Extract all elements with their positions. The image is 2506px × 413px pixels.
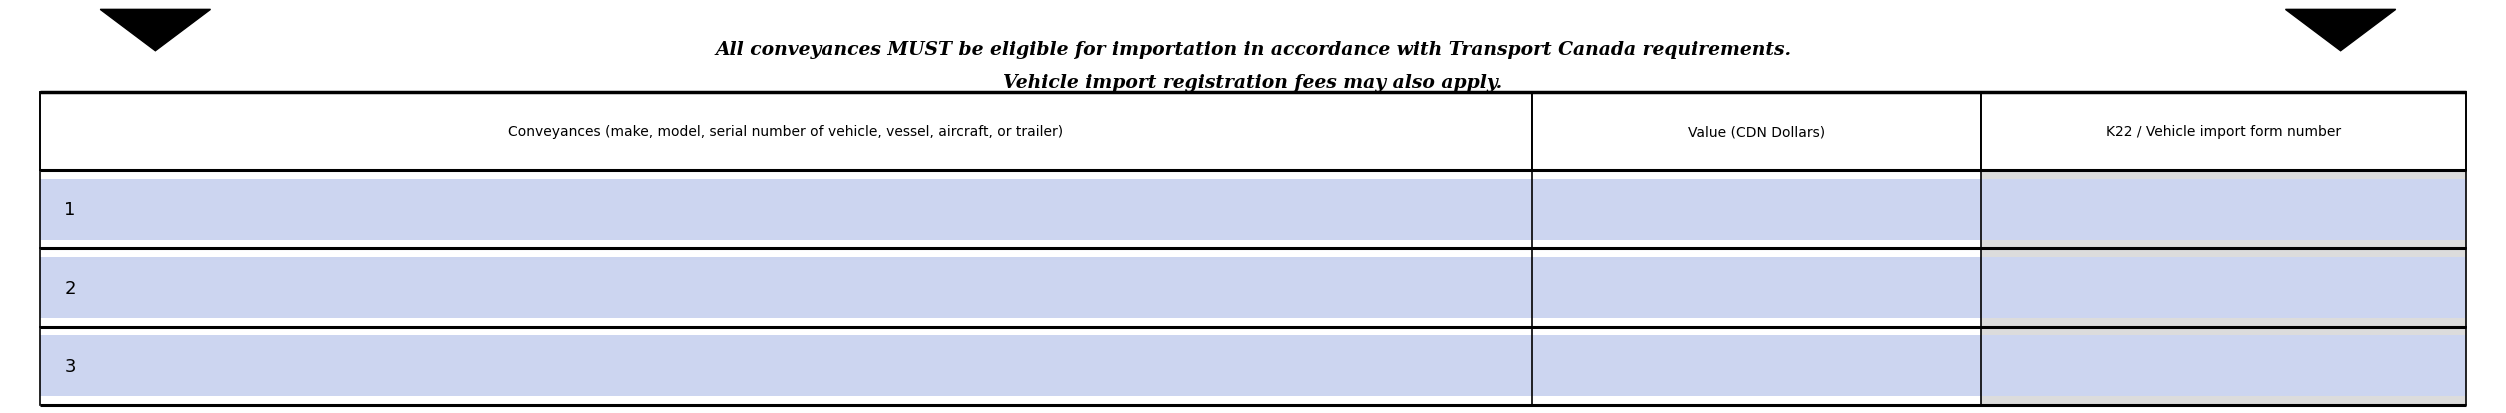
Bar (40, 93, 1531, 171)
Bar (1980, 249, 2466, 257)
Bar (1980, 327, 2466, 335)
Bar (40, 327, 1531, 405)
Bar (1980, 93, 2466, 171)
Bar (1980, 318, 2466, 327)
Text: 3: 3 (65, 357, 75, 375)
Bar (1531, 327, 1980, 405)
Bar (1980, 327, 2466, 405)
Bar (40, 335, 1531, 396)
Text: Value (CDN Dollars): Value (CDN Dollars) (1689, 125, 1824, 139)
Bar (40, 249, 1531, 327)
Bar (1980, 396, 2466, 405)
Bar (40, 180, 1531, 240)
Bar (1531, 93, 1980, 171)
Bar (1531, 335, 1980, 396)
Text: 1: 1 (65, 201, 75, 219)
Bar (1980, 249, 2466, 327)
Bar (40, 257, 1531, 318)
Bar (1531, 180, 1980, 240)
Bar (1980, 171, 2466, 249)
Bar (1531, 257, 1980, 318)
Bar (1980, 257, 2466, 318)
Bar (40, 171, 1531, 249)
Bar (1531, 249, 1980, 327)
Bar (1980, 180, 2466, 240)
Text: Vehicle import registration fees may also apply.: Vehicle import registration fees may als… (1002, 74, 1504, 92)
Polygon shape (2285, 10, 2396, 52)
Bar (1980, 335, 2466, 396)
Bar (1980, 171, 2466, 180)
Polygon shape (100, 10, 211, 52)
Text: Conveyances (make, model, serial number of vehicle, vessel, aircraft, or trailer: Conveyances (make, model, serial number … (509, 125, 1063, 139)
Text: 2: 2 (65, 279, 75, 297)
Bar (1531, 171, 1980, 249)
Bar (1980, 240, 2466, 249)
Text: All conveyances MUST be eligible for importation in accordance with Transport Ca: All conveyances MUST be eligible for imp… (714, 40, 1792, 59)
Text: K22 / Vehicle import form number: K22 / Vehicle import form number (2105, 125, 2341, 139)
